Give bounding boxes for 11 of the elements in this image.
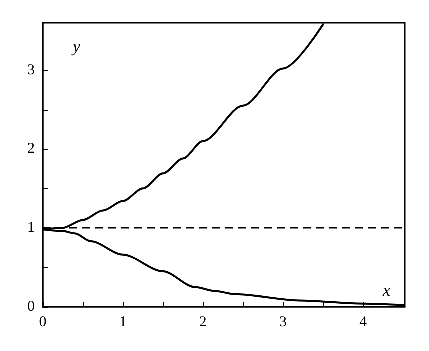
x-tick-label: 1 [119, 314, 127, 330]
y-axis-title: y [71, 37, 81, 56]
x-axis-title: x [382, 281, 391, 300]
x-tick-label: 0 [39, 314, 47, 330]
x-tick-label: 3 [280, 314, 288, 330]
x-tick-label: 4 [360, 314, 368, 330]
y-tick-label: 2 [28, 141, 35, 158]
y-tick-label: 3 [28, 62, 35, 78]
x-tick-label: 2 [199, 314, 207, 330]
y-tick-label: 0 [28, 299, 35, 315]
y-tick-label: 1 [28, 220, 35, 236]
